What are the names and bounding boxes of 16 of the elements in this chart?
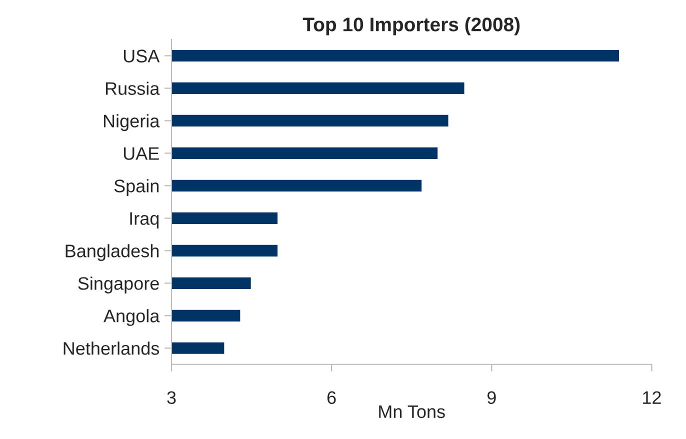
y-tick-label: Netherlands: [64, 342, 160, 355]
x-tick-label: 12: [643, 391, 661, 404]
x-tick-label: 3: [167, 391, 176, 404]
chart-title: Top 10 Importers (2008): [302, 17, 520, 36]
y-tick-label: Singapore: [78, 276, 159, 294]
y-tick-label: Spain: [114, 179, 159, 196]
x-axis-title: Mn Tons: [379, 405, 445, 418]
y-tick-label: Bangladesh: [66, 244, 159, 261]
y-tick-label: Iraq: [130, 212, 159, 228]
y-tick-label: Nigeria: [104, 114, 160, 132]
y-tick-label: Angola: [104, 309, 160, 326]
x-tick-label: 6: [327, 391, 336, 404]
y-tick-label: UAE: [124, 147, 159, 160]
y-tick-label: USA: [124, 50, 160, 62]
x-tick-label: 9: [487, 391, 496, 404]
y-tick-label: Russia: [106, 82, 160, 95]
